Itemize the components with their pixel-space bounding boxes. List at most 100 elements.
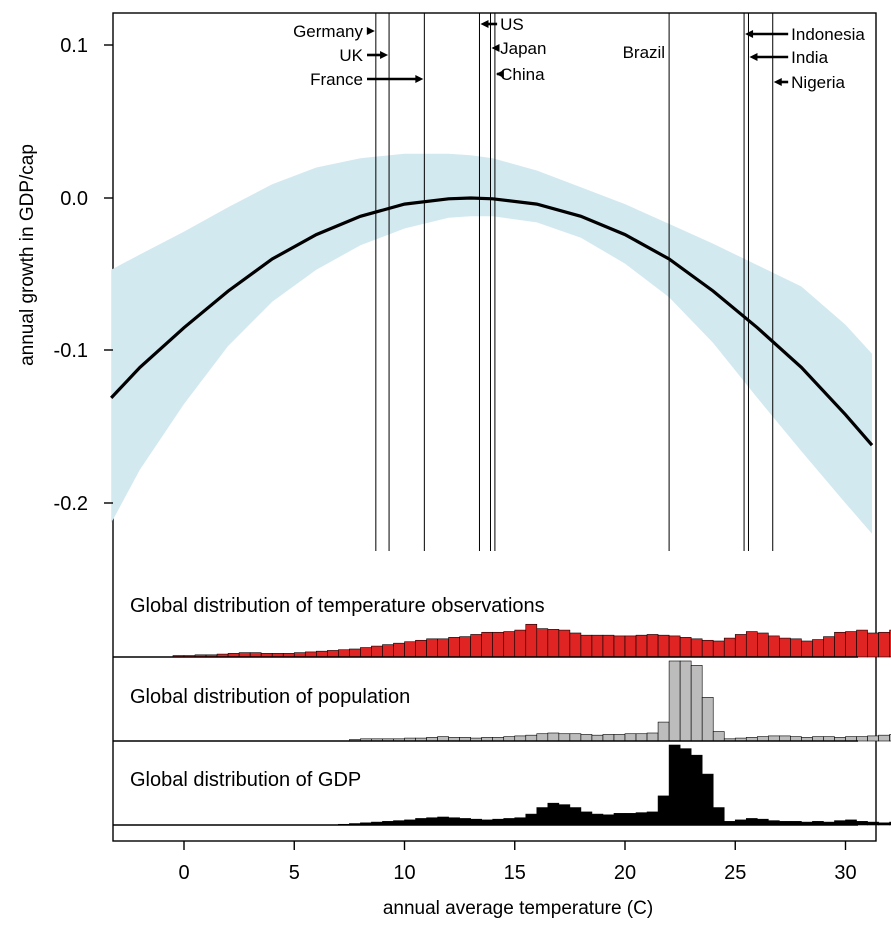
x-tick-label: 5 [289, 862, 300, 884]
histogram-bar [657, 721, 670, 742]
histogram-bar [613, 635, 626, 658]
histogram-bar [679, 660, 692, 742]
histogram-bar [536, 628, 549, 658]
histogram-bar [790, 638, 802, 658]
histogram-bar [878, 822, 890, 826]
histogram-bar [591, 813, 604, 826]
histogram-bar [569, 632, 582, 658]
histogram-bar [327, 650, 339, 658]
country-label: Brazil [623, 43, 666, 62]
histogram-bar [569, 733, 582, 742]
histogram-bar [547, 629, 560, 658]
country-arrowhead [415, 75, 424, 83]
histogram-bar [602, 814, 615, 826]
histogram-bar [679, 637, 692, 658]
histogram-bar [635, 634, 648, 658]
histogram-bar [756, 818, 769, 826]
histogram-bar [878, 631, 890, 658]
country-label: India [791, 48, 828, 67]
histogram-bar [315, 650, 328, 658]
histogram-bar [745, 818, 758, 826]
histogram-bar [415, 818, 427, 826]
histogram-gdp [113, 744, 891, 826]
histogram-bar [558, 804, 571, 826]
country-label: Nigeria [791, 73, 845, 92]
histogram-bar [360, 647, 372, 658]
histogram-bar [635, 812, 648, 826]
histogram-bar [690, 754, 703, 826]
histogram-bar [371, 645, 383, 658]
histogram-population [113, 660, 891, 742]
histogram-bar [646, 732, 659, 742]
country-label: Germany [293, 22, 363, 41]
histogram-bar [514, 629, 527, 658]
histogram-bar [481, 631, 494, 658]
histogram-bar [668, 744, 681, 826]
histogram-bar [867, 735, 879, 742]
histogram-bar [701, 773, 714, 826]
histogram-bar [459, 818, 471, 826]
histogram-bar [701, 639, 714, 658]
histogram-bar [459, 636, 471, 658]
x-tick-label: 25 [724, 862, 746, 884]
country-arrowhead [480, 20, 489, 28]
histogram-bar [779, 637, 791, 658]
histogram-temperature [113, 623, 891, 658]
histogram-bar [668, 660, 681, 742]
histogram-bar [580, 734, 593, 742]
histogram-bar [690, 638, 703, 658]
histogram-bar [547, 802, 560, 826]
histogram-bar [745, 631, 758, 658]
histogram-bar [768, 635, 780, 658]
histogram-bar [437, 816, 449, 826]
histogram-bar [845, 631, 857, 658]
histogram-bar [492, 818, 505, 826]
country-arrowhead [380, 51, 389, 59]
x-tick-label: 15 [504, 862, 526, 884]
histogram-bar [338, 649, 350, 658]
histogram-bar [514, 817, 527, 826]
histogram-bar [591, 634, 604, 658]
y-axis-label: annual growth in GDP/cap [17, 144, 38, 366]
histogram-bar [856, 821, 868, 826]
histogram-bar [525, 734, 538, 742]
histogram-bar [503, 818, 516, 826]
country-label: Japan [500, 39, 546, 58]
histogram-bar [558, 629, 571, 658]
histogram-bar [426, 638, 438, 658]
histogram-bar [867, 821, 879, 826]
histogram-bar [889, 629, 891, 658]
histogram-bar [448, 817, 460, 826]
country-labels: Germany UK France US Japan China Brazil Indones… [293, 15, 865, 92]
histogram-bar [701, 697, 714, 742]
histogram-bar [470, 634, 482, 658]
histogram-bar [812, 639, 824, 658]
histogram-bar [591, 734, 604, 742]
country-arrowhead [495, 70, 504, 78]
histogram-bar [756, 632, 769, 658]
country-arrowhead [366, 27, 375, 35]
x-tick-label: 0 [178, 862, 189, 884]
x-axis-label: annual average temperature (C) [383, 898, 653, 919]
histogram-bar [646, 634, 659, 658]
histogram-temperature-title: Global distribution of temperature obser… [130, 595, 545, 617]
country-label: UK [339, 46, 363, 65]
confidence-band [111, 153, 872, 534]
histogram-bar [657, 634, 670, 658]
histogram-bar [668, 635, 681, 658]
histogram-bar [679, 748, 692, 826]
histogram-bar [580, 811, 593, 826]
country-arrowhead [745, 30, 754, 38]
histogram-bar [856, 629, 868, 658]
histogram-bar [867, 632, 879, 658]
histogram-bar [834, 631, 846, 658]
histogram-bar [734, 634, 747, 658]
histogram-bar [823, 636, 835, 658]
histogram-bar [690, 665, 703, 742]
histogram-bar [415, 639, 427, 658]
histogram-bar [349, 648, 361, 658]
histogram-bar [492, 631, 505, 658]
histogram-bar [613, 813, 626, 826]
histogram-bar [547, 732, 560, 742]
histogram-bar [889, 821, 891, 826]
